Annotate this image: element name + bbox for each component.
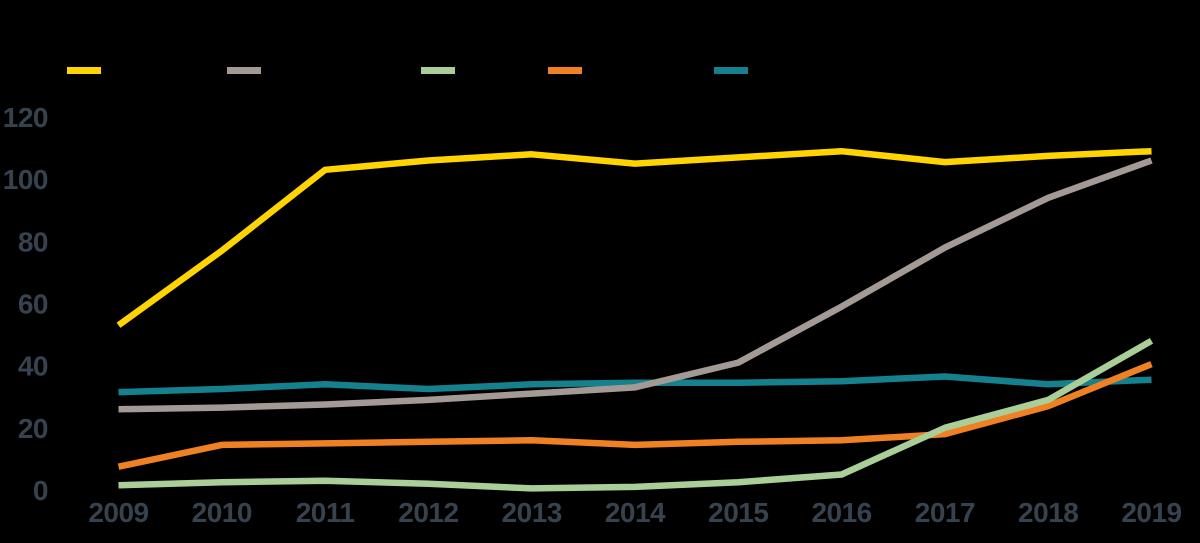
y-axis-tick-label: 120: [3, 102, 48, 133]
y-axis-tick-label: 60: [18, 289, 48, 320]
series-line-gray: [118, 157, 1153, 413]
x-axis-tick-label: 2012: [398, 497, 458, 528]
x-axis-tick-label: 2013: [502, 497, 562, 528]
x-axis-tick-label: 2009: [88, 497, 148, 528]
legend-swatch-orange: [548, 67, 582, 74]
legend-swatch-gray: [227, 67, 261, 74]
legend-swatch-green: [421, 67, 455, 74]
x-axis-tick-label: 2010: [192, 497, 252, 528]
x-axis-tick-label: 2018: [1018, 497, 1078, 528]
x-axis-tick-label: 2015: [708, 497, 768, 528]
series-line-orange: [117, 361, 1153, 470]
x-axis-tick-label: 2011: [296, 497, 355, 528]
x-axis-tick-label: 2017: [915, 497, 975, 528]
y-axis-tick-label: 80: [18, 226, 48, 257]
series-line-green: [118, 337, 1154, 492]
series-line-teal: [118, 373, 1152, 396]
x-axis-tick-label: 2016: [811, 497, 871, 528]
y-axis-tick-label: 100: [3, 164, 48, 195]
y-axis-tick-label: 40: [18, 351, 48, 382]
x-axis-tick-label: 2014: [605, 497, 666, 528]
legend-swatch-yellow: [67, 67, 101, 74]
y-axis-tick-label: 20: [18, 413, 48, 444]
series-line-yellow: [116, 147, 1152, 328]
y-axis-tick-label: 0: [33, 475, 48, 506]
chart-legend: [0, 0, 1200, 90]
x-axis-tick-label: 2019: [1121, 497, 1181, 528]
legend-swatch-teal: [714, 67, 748, 74]
